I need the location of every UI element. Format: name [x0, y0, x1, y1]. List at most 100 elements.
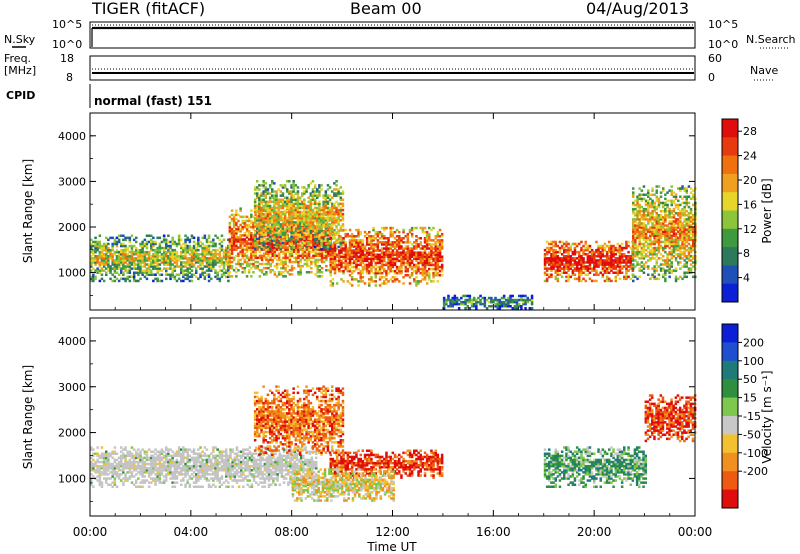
- data-cell: [616, 246, 620, 250]
- data-cell: [457, 298, 461, 302]
- data-cell: [279, 194, 283, 197]
- data-cell: [653, 232, 656, 235]
- data-cell: [156, 236, 159, 240]
- data-cell: [210, 263, 213, 266]
- data-cell: [265, 211, 268, 214]
- data-cell: [320, 271, 324, 274]
- data-cell: [610, 248, 613, 252]
- data-cell: [383, 263, 386, 267]
- data-cell: [107, 250, 110, 254]
- data-cell: [313, 192, 317, 195]
- data-cell: [182, 269, 185, 272]
- data-cell: [554, 257, 557, 260]
- data-cell: [350, 251, 354, 254]
- data-cell: [326, 225, 330, 228]
- data-cell: [290, 206, 293, 210]
- data-cell: [92, 259, 95, 262]
- data-cell: [580, 257, 583, 260]
- data-cell: [245, 262, 249, 266]
- data-cell: [298, 210, 302, 214]
- data-cell: [406, 261, 410, 265]
- data-cell: [417, 267, 420, 271]
- data-cell: [225, 271, 228, 274]
- data-cell: [320, 212, 323, 216]
- data-cell: [627, 240, 630, 244]
- data-cell: [681, 242, 684, 246]
- data-cell: [520, 298, 523, 302]
- data-cell: [230, 275, 234, 278]
- data-cell: [588, 271, 592, 274]
- data-cell: [303, 206, 306, 210]
- data-cell: [328, 233, 332, 236]
- data-cell: [378, 241, 382, 244]
- data-cell: [245, 256, 249, 260]
- data-cell: [338, 249, 341, 252]
- data-cell: [230, 244, 234, 247]
- data-cell: [681, 187, 684, 190]
- data-cell: [451, 296, 454, 300]
- data-cell: [296, 229, 300, 232]
- data-cell: [316, 190, 319, 193]
- data-cell: [614, 259, 617, 262]
- data-cell: [614, 271, 617, 274]
- data-cell: [387, 280, 390, 283]
- data-cell: [280, 273, 283, 276]
- data-cell: [649, 248, 652, 252]
- data-cell: [294, 217, 298, 220]
- data-cell: [438, 243, 442, 246]
- data-cell: [267, 262, 270, 266]
- data-cell: [156, 265, 159, 268]
- data-cell: [284, 258, 287, 262]
- data-cell: [296, 204, 300, 208]
- data-cell: [139, 255, 142, 258]
- data-cell: [350, 232, 354, 236]
- data-cell: [275, 196, 278, 199]
- data-cell: [552, 257, 555, 260]
- data-cell: [292, 227, 295, 230]
- data-cell: [470, 302, 474, 306]
- data-cell: [571, 263, 575, 266]
- data-cell: [313, 190, 317, 193]
- data-cell: [425, 259, 429, 263]
- data-cell: [250, 246, 253, 249]
- data-cell: [268, 204, 272, 208]
- data-cell: [188, 238, 192, 242]
- data-cell: [230, 234, 234, 237]
- data-cell: [438, 235, 442, 238]
- data-cell: [260, 244, 264, 247]
- data-cell: [326, 231, 330, 234]
- data-cell: [612, 253, 615, 256]
- data-cell: [325, 244, 328, 247]
- data-cell: [346, 267, 350, 271]
- data-cell: [647, 199, 650, 203]
- data-cell: [245, 248, 249, 251]
- data-cell: [421, 278, 425, 281]
- data-cell: [560, 275, 564, 279]
- data-cell: [550, 240, 553, 244]
- data-cell: [636, 263, 639, 266]
- data-cell: [573, 267, 577, 270]
- data-cell: [290, 223, 293, 226]
- data-cell: [335, 239, 339, 242]
- data-cell: [107, 257, 110, 260]
- data-cell: [241, 271, 244, 274]
- data-cell: [280, 266, 283, 270]
- data-cell: [647, 203, 650, 207]
- data-cell: [590, 269, 594, 272]
- data-cell: [269, 262, 272, 266]
- data-cell: [201, 263, 204, 266]
- data-cell: [283, 227, 287, 230]
- data-cell: [605, 267, 609, 270]
- data-cell: [440, 265, 444, 269]
- data-cell: [341, 219, 345, 222]
- data-cell: [580, 255, 583, 258]
- nsearch-tick-top: 10^5: [708, 18, 738, 31]
- data-cell: [156, 248, 159, 252]
- data-cell: [636, 197, 639, 201]
- data-cell: [232, 236, 236, 239]
- data-cell: [370, 269, 373, 273]
- data-cell: [556, 265, 560, 268]
- data-cell: [610, 265, 613, 268]
- data-cell: [651, 246, 654, 250]
- data-cell: [316, 230, 319, 233]
